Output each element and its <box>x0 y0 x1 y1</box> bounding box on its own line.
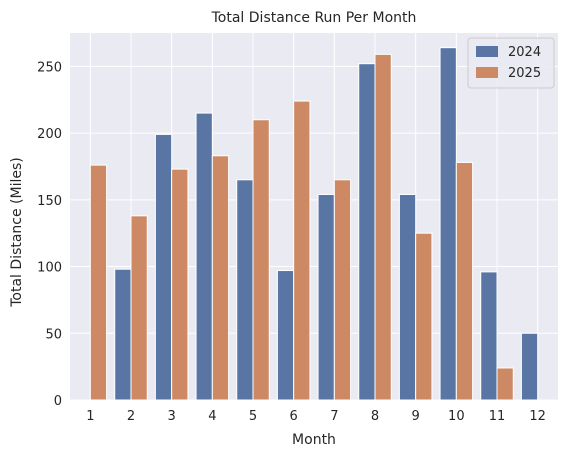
x-tick-label: 4 <box>208 409 216 424</box>
bar-2025-10 <box>455 161 474 401</box>
x-axis-label: Month <box>292 432 336 448</box>
y-axis-ticks: 0 50 100 150 200 250 <box>37 60 62 409</box>
y-tick-label: 50 <box>45 327 62 342</box>
x-tick-label: 1 <box>86 409 94 424</box>
bar-2025-2 <box>130 215 148 401</box>
bar-2025-9 <box>415 232 433 401</box>
legend-label-2025: 2025 <box>508 66 541 81</box>
bar-2024-10 <box>439 47 457 401</box>
x-tick-label: 10 <box>448 409 465 424</box>
y-tick-label: 250 <box>37 60 62 75</box>
x-tick-label: 9 <box>412 409 420 424</box>
legend-swatch-2024 <box>476 46 498 57</box>
bar-2024-9 <box>398 193 417 401</box>
bars-group <box>89 47 539 401</box>
y-tick-label: 0 <box>54 394 62 409</box>
bar-2025-1 <box>89 164 108 401</box>
y-tick-label: 100 <box>37 261 62 276</box>
x-tick-label: 12 <box>529 409 546 424</box>
x-tick-label: 2 <box>127 409 135 424</box>
bar-2025-11 <box>496 367 514 401</box>
legend-label-2024: 2024 <box>508 45 541 60</box>
bar-2025-4 <box>211 155 230 401</box>
bar-2025-5 <box>252 119 270 401</box>
chart-title: Total Distance Run Per Month <box>211 10 417 26</box>
y-tick-label: 200 <box>37 127 62 142</box>
bar-2025-8 <box>374 53 392 401</box>
bar-2024-7 <box>317 193 335 401</box>
bar-2024-12 <box>520 332 539 401</box>
bar-2024-4 <box>195 112 213 401</box>
plot-area <box>70 33 558 400</box>
x-tick-label: 6 <box>290 409 298 424</box>
bar-2024-6 <box>276 270 295 401</box>
legend: 2024 2025 <box>467 37 555 89</box>
bar-2025-7 <box>333 179 352 401</box>
x-tick-label: 5 <box>249 409 257 424</box>
bar-2024-8 <box>358 63 376 401</box>
bar-2024-2 <box>114 268 132 401</box>
x-tick-label: 3 <box>168 409 176 424</box>
x-tick-label: 11 <box>489 409 506 424</box>
bar-2024-5 <box>236 179 254 401</box>
bar-2024-3 <box>154 133 173 401</box>
x-tick-label: 8 <box>371 409 379 424</box>
legend-swatch-2025 <box>476 67 498 78</box>
y-tick-label: 150 <box>37 194 62 209</box>
x-tick-label: 7 <box>330 409 338 424</box>
bar-2025-3 <box>171 168 189 401</box>
x-axis-ticks: 1 2 3 4 5 6 7 8 9 10 11 12 <box>86 409 546 424</box>
bar-2025-6 <box>293 100 311 401</box>
bar-2024-11 <box>480 271 498 401</box>
y-axis-label: Total Distance (Miles) <box>9 157 25 308</box>
